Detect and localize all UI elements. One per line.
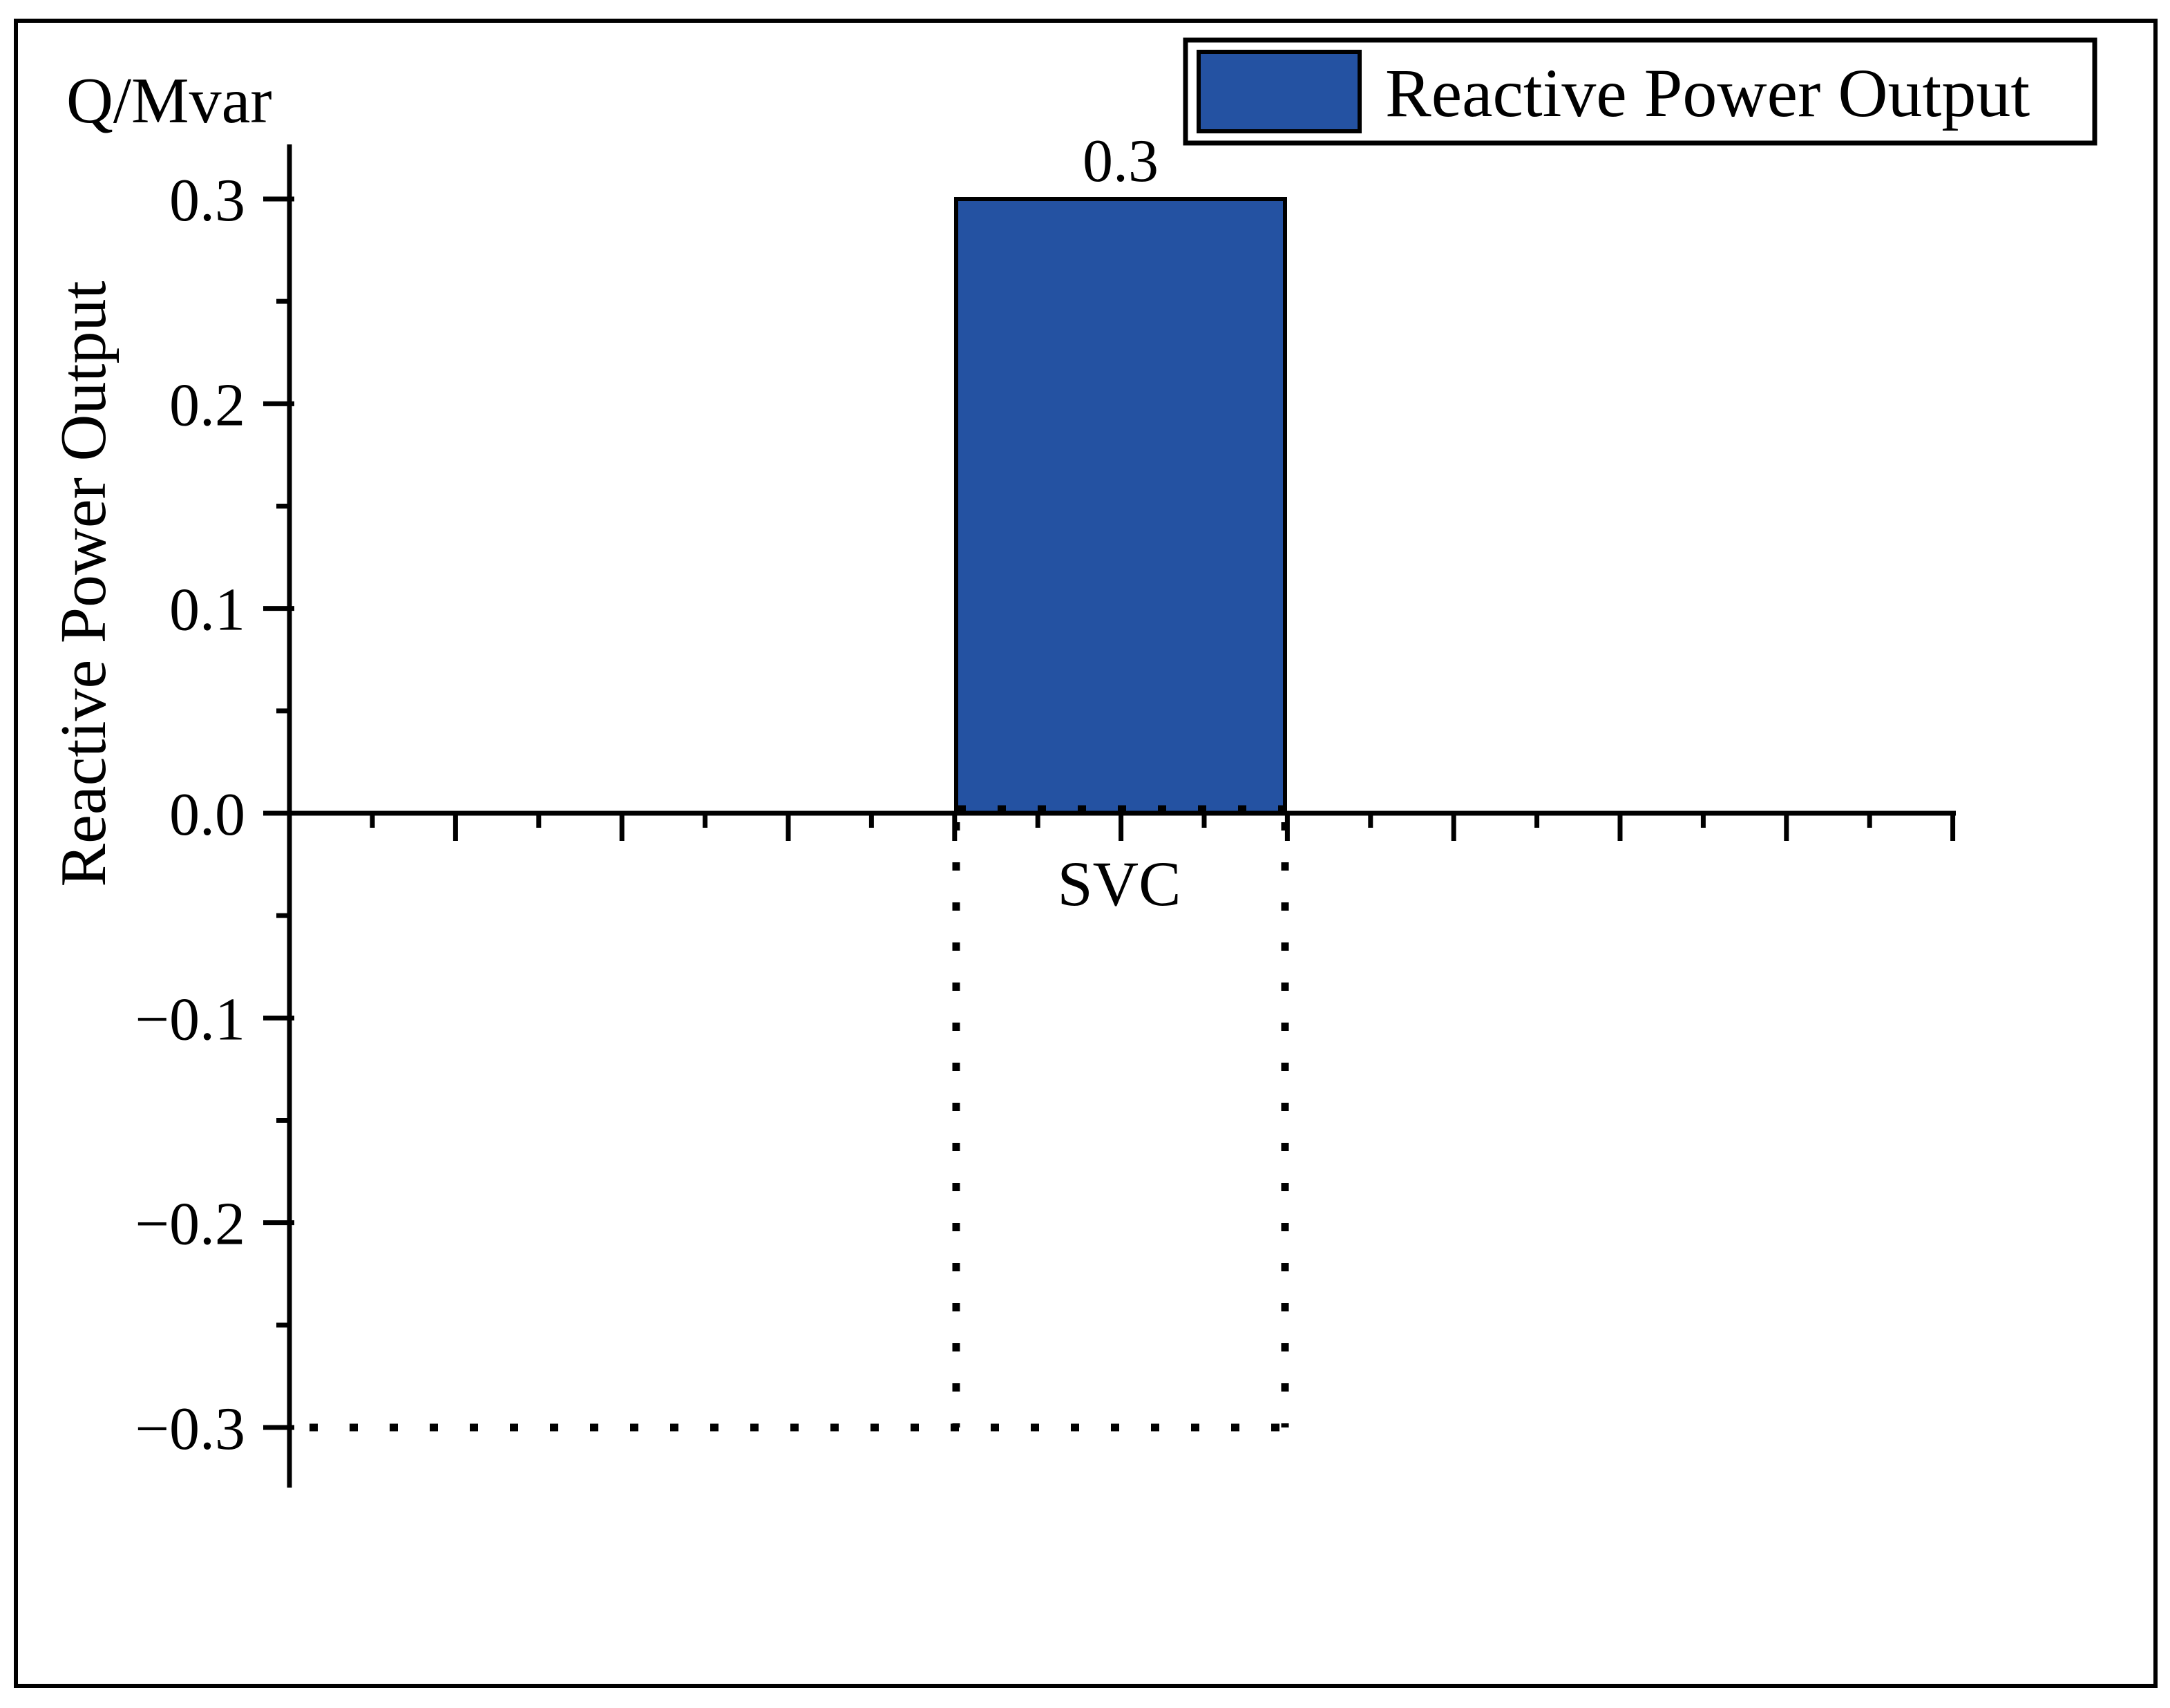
y-tick-label: 0.2 [169,372,245,439]
y-tick-label: −0.1 [135,986,245,1053]
dotted-annotation-layer [310,805,1289,1432]
y-axis-unit-label: Q/Mvar [66,65,272,137]
ticks-layer: 0.3 0.2 0.1 0.0 −0.1 −0.2 −0.3 [135,167,1956,1463]
legend-swatch [1197,50,1362,133]
y-tick-label: −0.2 [135,1191,245,1258]
y-axis-title: Reactive Power Output [48,281,120,886]
category-label-svc: SVC [1058,848,1181,919]
y-tick-label: 0.0 [169,781,245,848]
bar-value-label: 0.3 [1083,128,1159,195]
y-tick-label: 0.1 [169,577,245,644]
y-tick-label: −0.3 [135,1396,245,1463]
bar-svc [954,197,1287,815]
legend: Reactive Power Output [1183,37,2097,146]
bars-layer [954,197,1287,815]
y-tick-label: 0.3 [169,167,245,234]
legend-label: Reactive Power Output [1385,55,2030,131]
